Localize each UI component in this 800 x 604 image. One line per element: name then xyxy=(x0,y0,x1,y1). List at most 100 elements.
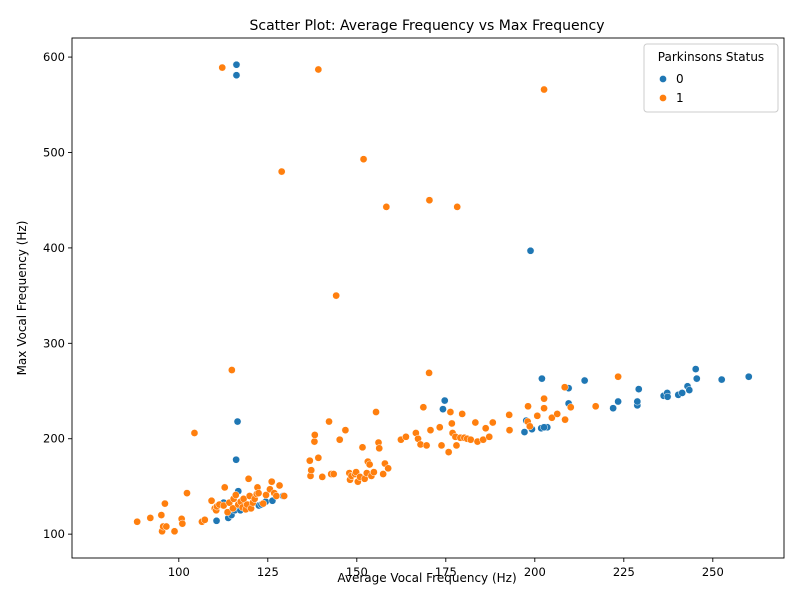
data-point-series-0 xyxy=(634,385,643,393)
data-point-series-1 xyxy=(307,466,316,475)
y-axis-ticks: 100 200 300 400 500 600 xyxy=(43,50,72,541)
x-tick-label: 125 xyxy=(257,565,279,579)
data-point-series-1 xyxy=(566,403,575,412)
data-point-series-1 xyxy=(425,369,433,377)
data-point-series-1 xyxy=(325,417,333,426)
legend-box xyxy=(643,43,779,113)
y-tick-label: 100 xyxy=(43,527,65,541)
data-point-series-1 xyxy=(318,473,327,481)
data-point-series-0 xyxy=(685,386,694,394)
data-point-series-1 xyxy=(280,492,289,500)
data-point-series-1 xyxy=(310,431,319,439)
data-point-series-1 xyxy=(341,426,350,434)
data-point-series-1 xyxy=(485,432,494,441)
data-point-series-0 xyxy=(232,71,241,80)
y-tick-label: 500 xyxy=(43,145,65,159)
data-point-series-1 xyxy=(466,435,475,444)
data-point-series-1 xyxy=(223,508,232,517)
data-point-series-1 xyxy=(540,85,548,94)
data-point-series-1 xyxy=(448,419,456,428)
y-axis-label: Max Vocal Frequency (Hz) xyxy=(15,221,29,376)
data-point-series-1 xyxy=(220,483,229,492)
data-point-series-1 xyxy=(178,519,187,528)
data-point-series-0 xyxy=(212,516,221,525)
data-point-series-0 xyxy=(692,374,701,383)
data-point-series-0 xyxy=(580,376,589,385)
data-point-series-1 xyxy=(446,408,455,416)
data-point-series-1 xyxy=(382,203,391,211)
data-point-series-1 xyxy=(379,470,387,478)
data-point-series-0 xyxy=(439,405,447,414)
data-point-series-0 xyxy=(526,246,535,255)
data-point-series-1 xyxy=(372,408,380,416)
data-point-series-1 xyxy=(488,418,497,427)
data-point-series-1 xyxy=(162,522,171,531)
data-point-series-1 xyxy=(553,410,562,418)
data-point-series-0 xyxy=(663,392,672,401)
plot-frame xyxy=(71,37,785,559)
x-axis-ticks: 100 125 150 175 200 225 250 xyxy=(168,558,724,579)
data-point-series-1 xyxy=(335,435,344,444)
data-point-series-0 xyxy=(233,417,242,426)
data-point-series-1 xyxy=(332,291,341,300)
points-layer xyxy=(133,60,753,536)
data-point-series-1 xyxy=(146,514,155,522)
data-point-series-1 xyxy=(365,460,374,469)
data-point-series-1 xyxy=(262,491,270,499)
data-point-series-1 xyxy=(402,432,410,441)
y-tick-label: 200 xyxy=(43,432,65,446)
data-point-series-0 xyxy=(614,397,622,406)
chart-title: Scatter Plot: Average Frequency vs Max F… xyxy=(250,18,605,34)
data-point-series-1 xyxy=(524,402,532,411)
data-point-series-0 xyxy=(538,374,546,383)
data-point-series-0 xyxy=(717,375,726,384)
data-point-series-1 xyxy=(314,453,323,462)
data-point-series-1 xyxy=(227,366,236,374)
data-point-series-0 xyxy=(744,372,753,381)
data-point-series-1 xyxy=(422,441,431,450)
data-point-series-1 xyxy=(133,517,141,526)
data-point-series-1 xyxy=(267,477,276,486)
data-point-series-0 xyxy=(232,455,240,464)
data-point-series-1 xyxy=(525,422,534,431)
data-point-series-1 xyxy=(591,402,600,411)
legend-marker-series-0 xyxy=(659,75,667,83)
data-point-series-1 xyxy=(314,65,323,74)
data-point-series-1 xyxy=(329,470,338,478)
data-point-series-0 xyxy=(440,396,449,405)
data-point-series-1 xyxy=(200,515,209,524)
data-point-series-1 xyxy=(254,489,263,497)
data-point-series-1 xyxy=(259,499,268,508)
data-point-series-1 xyxy=(358,443,367,452)
data-point-series-1 xyxy=(272,492,281,500)
data-point-series-1 xyxy=(170,527,179,536)
data-point-series-0 xyxy=(232,60,241,69)
data-point-series-0 xyxy=(609,404,617,413)
data-point-series-1 xyxy=(310,437,319,446)
data-point-series-1 xyxy=(505,426,514,434)
data-point-series-1 xyxy=(275,481,284,490)
data-point-series-0 xyxy=(540,423,548,432)
y-tick-label: 400 xyxy=(43,241,65,255)
data-point-series-1 xyxy=(384,464,392,473)
data-point-series-1 xyxy=(425,196,434,205)
data-point-series-1 xyxy=(458,410,467,418)
data-point-series-0 xyxy=(520,428,529,436)
x-tick-label: 200 xyxy=(524,565,546,579)
data-point-series-1 xyxy=(419,403,428,412)
data-point-series-1 xyxy=(305,456,314,465)
data-point-series-1 xyxy=(231,491,240,499)
data-point-series-1 xyxy=(444,448,453,456)
data-point-series-1 xyxy=(244,474,253,483)
data-point-series-1 xyxy=(471,418,480,427)
data-point-series-0 xyxy=(691,365,700,373)
data-point-series-0 xyxy=(633,397,642,406)
data-point-series-1 xyxy=(161,499,169,508)
legend: Parkinsons Status 0 1 xyxy=(643,43,779,113)
data-point-series-1 xyxy=(277,167,286,176)
data-point-series-1 xyxy=(359,155,368,164)
x-tick-label: 225 xyxy=(613,565,635,579)
data-point-series-0 xyxy=(678,389,687,397)
data-point-series-1 xyxy=(435,423,444,432)
